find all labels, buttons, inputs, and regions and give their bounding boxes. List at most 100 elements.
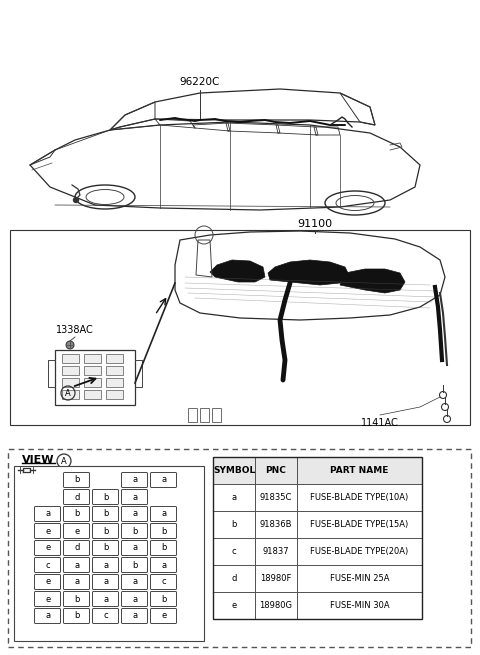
FancyBboxPatch shape xyxy=(121,608,147,624)
Bar xyxy=(213,565,255,592)
Text: b: b xyxy=(74,510,80,519)
Polygon shape xyxy=(268,260,350,285)
Text: a: a xyxy=(231,493,237,502)
Text: b: b xyxy=(74,612,80,620)
Text: e: e xyxy=(46,544,50,553)
Bar xyxy=(255,592,297,619)
Text: c: c xyxy=(46,561,50,569)
Text: b: b xyxy=(231,520,237,529)
Text: FUSE-MIN 30A: FUSE-MIN 30A xyxy=(330,601,389,610)
FancyBboxPatch shape xyxy=(121,472,147,487)
Text: 91100: 91100 xyxy=(298,219,333,229)
Bar xyxy=(255,511,297,538)
FancyBboxPatch shape xyxy=(63,608,89,624)
Text: e: e xyxy=(46,527,50,536)
Bar xyxy=(84,354,101,363)
Bar xyxy=(255,538,297,565)
Bar xyxy=(213,538,255,565)
Text: c: c xyxy=(162,578,166,586)
Text: 96220C: 96220C xyxy=(180,77,220,87)
FancyBboxPatch shape xyxy=(35,523,60,538)
Text: a: a xyxy=(132,476,138,485)
FancyBboxPatch shape xyxy=(151,608,177,624)
Text: 1338AC: 1338AC xyxy=(56,325,94,335)
Text: b: b xyxy=(161,527,167,536)
Text: 18980F: 18980F xyxy=(260,574,292,583)
FancyBboxPatch shape xyxy=(121,506,147,521)
FancyBboxPatch shape xyxy=(151,540,177,555)
Text: d: d xyxy=(231,574,237,583)
FancyBboxPatch shape xyxy=(35,591,60,607)
Text: a: a xyxy=(132,612,138,620)
Text: c: c xyxy=(232,547,236,556)
Text: PART NAME: PART NAME xyxy=(330,466,389,475)
Text: b: b xyxy=(103,493,108,502)
Text: FUSE-BLADE TYPE(10A): FUSE-BLADE TYPE(10A) xyxy=(311,493,408,502)
FancyBboxPatch shape xyxy=(93,574,119,590)
Text: e: e xyxy=(46,595,50,603)
Text: 1141AC: 1141AC xyxy=(361,418,399,428)
Circle shape xyxy=(66,341,74,349)
FancyBboxPatch shape xyxy=(93,608,119,624)
FancyBboxPatch shape xyxy=(63,574,89,590)
Bar xyxy=(188,408,197,422)
Text: b: b xyxy=(161,595,167,603)
FancyBboxPatch shape xyxy=(121,523,147,538)
Text: d: d xyxy=(74,544,80,553)
Bar xyxy=(255,457,297,484)
Text: b: b xyxy=(132,561,138,569)
Text: FUSE-BLADE TYPE(20A): FUSE-BLADE TYPE(20A) xyxy=(311,547,408,556)
Text: e: e xyxy=(46,578,50,586)
Bar xyxy=(84,366,101,375)
Bar xyxy=(212,408,221,422)
Text: 18980G: 18980G xyxy=(260,601,292,610)
Bar xyxy=(255,565,297,592)
Bar xyxy=(106,366,123,375)
Text: SYMBOL: SYMBOL xyxy=(213,466,255,475)
FancyBboxPatch shape xyxy=(63,523,89,538)
FancyBboxPatch shape xyxy=(63,540,89,555)
Text: a: a xyxy=(132,493,138,502)
Bar xyxy=(213,457,422,619)
FancyBboxPatch shape xyxy=(93,506,119,521)
Text: b: b xyxy=(132,527,138,536)
Text: a: a xyxy=(74,561,80,569)
FancyBboxPatch shape xyxy=(121,489,147,504)
Polygon shape xyxy=(340,269,405,293)
Text: a: a xyxy=(132,510,138,519)
Bar xyxy=(62,366,79,375)
FancyBboxPatch shape xyxy=(93,540,119,555)
FancyBboxPatch shape xyxy=(121,591,147,607)
Text: e: e xyxy=(161,612,167,620)
Bar xyxy=(213,457,255,484)
FancyBboxPatch shape xyxy=(151,591,177,607)
FancyBboxPatch shape xyxy=(151,523,177,538)
Text: a: a xyxy=(103,595,108,603)
FancyBboxPatch shape xyxy=(151,472,177,487)
Bar xyxy=(8,449,471,647)
Text: a: a xyxy=(132,544,138,553)
Text: b: b xyxy=(103,544,108,553)
Text: a: a xyxy=(132,578,138,586)
Text: d: d xyxy=(74,493,80,502)
Bar xyxy=(106,354,123,363)
Text: PNC: PNC xyxy=(265,466,287,475)
Text: b: b xyxy=(161,544,167,553)
Text: FUSE-BLADE TYPE(15A): FUSE-BLADE TYPE(15A) xyxy=(311,520,408,529)
FancyBboxPatch shape xyxy=(121,557,147,572)
Bar xyxy=(55,350,135,405)
Bar xyxy=(297,538,422,565)
Text: b: b xyxy=(103,527,108,536)
FancyBboxPatch shape xyxy=(35,506,60,521)
Text: A: A xyxy=(61,457,67,466)
FancyBboxPatch shape xyxy=(151,506,177,521)
FancyBboxPatch shape xyxy=(35,540,60,555)
FancyBboxPatch shape xyxy=(93,591,119,607)
FancyBboxPatch shape xyxy=(151,574,177,590)
Text: A: A xyxy=(65,388,71,398)
Text: b: b xyxy=(74,595,80,603)
Text: e: e xyxy=(74,527,80,536)
Bar xyxy=(14,466,204,641)
Text: c: c xyxy=(104,612,108,620)
Bar xyxy=(62,390,79,399)
